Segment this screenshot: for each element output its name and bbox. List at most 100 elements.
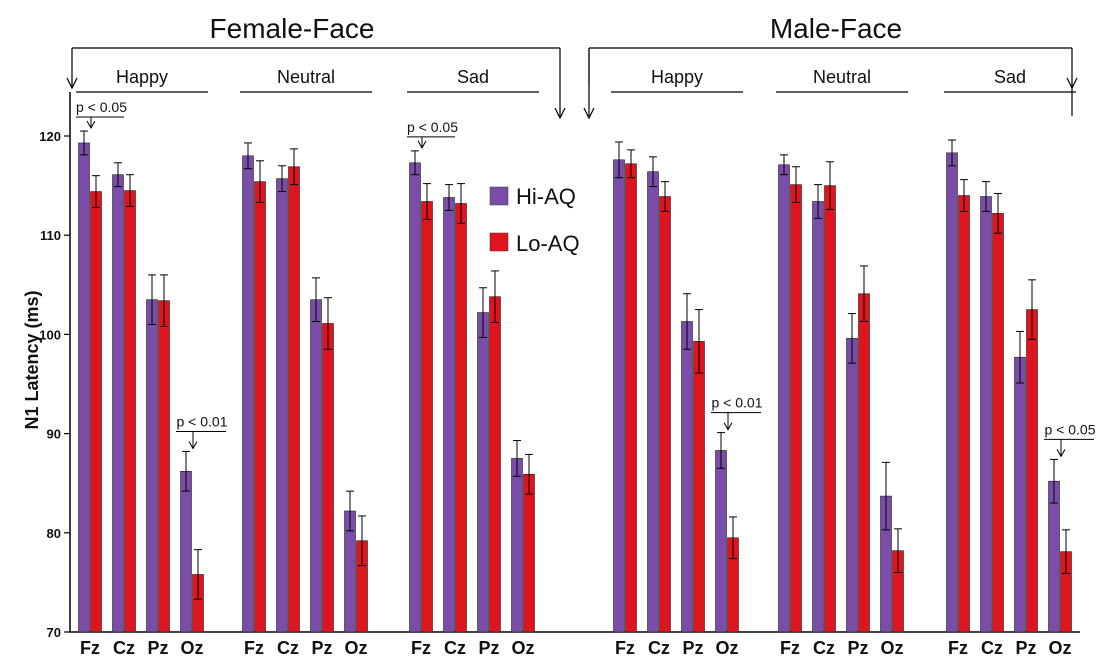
y-tick-label: 100 xyxy=(39,327,61,342)
legend-label-hi-aq: Hi-AQ xyxy=(516,184,576,209)
significance-arrow-head xyxy=(86,120,96,130)
x-tick-label-cz: Cz xyxy=(444,638,466,658)
bar-lo-aq-cz xyxy=(824,185,836,633)
bar-lo-aq-fz xyxy=(421,201,433,633)
legend: Hi-AQ Lo-AQ xyxy=(489,184,580,256)
x-tick-label-fz: Fz xyxy=(948,638,968,658)
y-axis-label: N1 Latency (ms) xyxy=(22,290,42,429)
bar-hi-aq-cz xyxy=(443,197,455,633)
bar-hi-aq-fz xyxy=(946,152,958,633)
x-tick-label-cz: Cz xyxy=(277,638,299,658)
bar-hi-aq-fz xyxy=(242,155,254,633)
bar-lo-aq-cz xyxy=(992,213,1004,633)
significance-arrow-head xyxy=(188,441,198,450)
bar-lo-aq-pz xyxy=(693,341,705,633)
legend-swatch-lo-aq xyxy=(489,232,509,252)
bar-lo-aq-pz xyxy=(322,323,334,633)
x-tick-label-cz: Cz xyxy=(648,638,670,658)
x-tick-label-fz: Fz xyxy=(780,638,800,658)
significance-label: p < 0.05 xyxy=(1045,421,1096,437)
female-bracket-left-arrow xyxy=(66,77,78,90)
emotion-label-happy: Happy xyxy=(116,67,168,87)
female-bracket-right-arrow xyxy=(554,107,566,120)
bar-lo-aq-pz xyxy=(1026,309,1038,633)
x-tick-label-pz: Pz xyxy=(478,638,499,658)
x-tick-label-fz: Fz xyxy=(80,638,100,658)
y-tick-label: 110 xyxy=(40,228,61,243)
bar-lo-aq-cz xyxy=(288,166,300,633)
x-tick-label-oz: Oz xyxy=(344,638,367,658)
x-tick-label-pz: Pz xyxy=(311,638,332,658)
male-bracket-left-arrow xyxy=(583,107,595,120)
x-tick-label-oz: Oz xyxy=(180,638,203,658)
bar-hi-aq-oz xyxy=(1048,480,1060,633)
significance-label: p < 0.05 xyxy=(407,119,458,135)
bar-lo-aq-cz xyxy=(455,203,467,633)
emotion-label-happy: Happy xyxy=(651,67,703,87)
x-tick-label-cz: Cz xyxy=(981,638,1003,658)
bar-hi-aq-pz xyxy=(846,338,858,633)
y-tick-label: 80 xyxy=(47,526,61,541)
significance-arrow-head xyxy=(417,140,427,149)
female-face-bracket xyxy=(71,47,561,116)
bar-lo-aq-fz xyxy=(790,184,802,633)
bar-hi-aq-fz xyxy=(778,164,790,633)
x-tick-label-oz: Oz xyxy=(511,638,534,658)
bar-hi-aq-oz xyxy=(180,470,192,633)
emotion-label-sad: Sad xyxy=(994,67,1026,87)
bar-lo-aq-cz xyxy=(124,190,136,633)
x-tick-label-pz: Pz xyxy=(847,638,868,658)
x-tick-label-oz: Oz xyxy=(1048,638,1071,658)
bar-hi-aq-cz xyxy=(812,201,824,633)
bar-hi-aq-fz xyxy=(613,159,625,633)
x-tick-label-cz: Cz xyxy=(113,638,135,658)
bar-hi-aq-cz xyxy=(980,196,992,633)
plot-area: 70 80 90 100 110 120 Happy Neutral Sad Happy Neutr… xyxy=(39,47,1096,658)
x-tick-label-pz: Pz xyxy=(682,638,703,658)
legend-swatch-hi-aq xyxy=(489,186,509,206)
x-tick-label-cz: Cz xyxy=(813,638,835,658)
bar-hi-aq-pz xyxy=(310,299,322,633)
bar-lo-aq-fz xyxy=(625,163,637,633)
bar-lo-aq-fz xyxy=(958,195,970,633)
x-tick-label-pz: Pz xyxy=(147,638,168,658)
y-tick-label: 120 xyxy=(39,129,61,144)
bar-hi-aq-oz xyxy=(715,450,727,633)
bar-lo-aq-oz xyxy=(523,473,535,633)
bar-lo-aq-fz xyxy=(254,181,266,633)
legend-label-lo-aq: Lo-AQ xyxy=(516,231,580,256)
x-tick-label-fz: Fz xyxy=(615,638,635,658)
bar-hi-aq-pz xyxy=(146,299,158,633)
emotion-label-sad: Sad xyxy=(457,67,489,87)
x-tick-label-fz: Fz xyxy=(244,638,264,658)
significance-label: p < 0.05 xyxy=(76,99,127,115)
bar-lo-aq-pz xyxy=(158,300,170,633)
bar-lo-aq-cz xyxy=(659,196,671,633)
bar-lo-aq-fz xyxy=(90,191,102,633)
bar-hi-aq-pz xyxy=(681,321,693,633)
significance-arrow-head xyxy=(1056,449,1066,458)
emotion-label-neutral: Neutral xyxy=(813,67,871,87)
female-face-title: Female-Face xyxy=(210,13,375,44)
x-tick-label-oz: Oz xyxy=(880,638,903,658)
bar-lo-aq-pz xyxy=(489,296,501,633)
bar-hi-aq-pz xyxy=(477,312,489,633)
bar-hi-aq-cz xyxy=(647,171,659,633)
male-bracket-right-arrow xyxy=(1066,77,1078,90)
bar-hi-aq-fz xyxy=(78,142,90,633)
y-tick-label: 70 xyxy=(47,625,61,640)
significance-label: p < 0.01 xyxy=(177,413,228,429)
bar-hi-aq-fz xyxy=(409,162,421,633)
x-tick-label-oz: Oz xyxy=(715,638,738,658)
emotion-label-neutral: Neutral xyxy=(277,67,335,87)
bar-lo-aq-pz xyxy=(858,293,870,633)
bar-hi-aq-cz xyxy=(276,178,288,633)
significance-label: p < 0.01 xyxy=(712,395,763,411)
y-tick-label: 90 xyxy=(47,427,61,442)
male-face-title: Male-Face xyxy=(770,13,902,44)
significance-arrow-head xyxy=(723,422,733,431)
bar-hi-aq-pz xyxy=(1014,356,1026,633)
bar-hi-aq-oz xyxy=(511,458,523,633)
x-tick-label-pz: Pz xyxy=(1015,638,1036,658)
